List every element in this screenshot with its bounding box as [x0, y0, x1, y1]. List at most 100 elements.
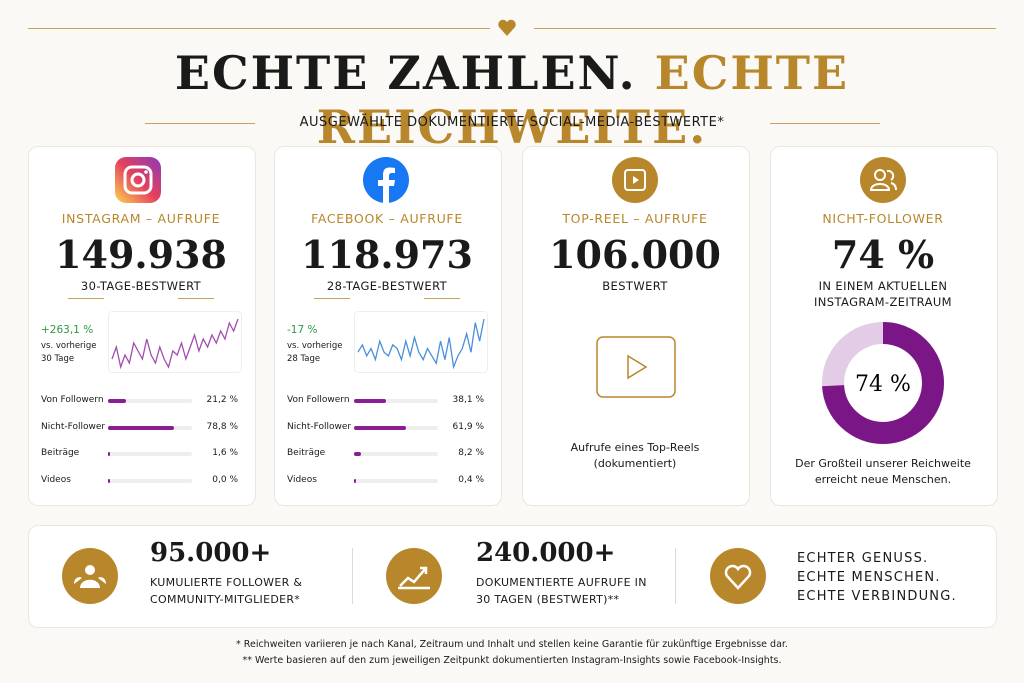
card-description: Aufrufe eines Top-Reels (dokumentiert) — [570, 441, 700, 470]
card-icon — [860, 157, 906, 203]
bar — [108, 425, 175, 430]
icon-bg — [62, 548, 118, 604]
bar — [108, 452, 110, 456]
bar — [108, 478, 110, 483]
breakdown-value: 8,2 % — [458, 448, 484, 458]
title: ECHTE ZAHLEN. ECHTE REICHWEITE. — [0, 46, 1024, 154]
rule — [424, 298, 460, 299]
bar — [354, 425, 406, 430]
title-part: ECHTE ZAHLEN. — [174, 46, 637, 100]
breakdown-name: Nicht-Follower — [41, 421, 106, 432]
icon-line — [633, 176, 639, 184]
card-caption: IN EINEM AKTUELLEN INSTAGRAM-ZEITRAUM — [814, 279, 952, 309]
bar-track — [354, 452, 438, 456]
icon-line — [874, 169, 886, 181]
motto-line: ECHTE MENSCHEN. — [797, 570, 941, 585]
breakdown-name: Videos — [287, 474, 317, 485]
bar — [354, 478, 356, 483]
icon-dot — [144, 170, 148, 174]
breakdown-name: Nicht-Follower — [287, 421, 352, 432]
change-note: vs. vorherige 30 Tage — [41, 341, 97, 364]
card-value: 149.938 — [55, 232, 227, 277]
stat-icon — [62, 548, 118, 604]
motto-line: ECHTE VERBINDUNG. — [797, 589, 957, 604]
stats-panel — [28, 525, 997, 628]
heart-icon — [710, 548, 766, 604]
card-value: 74 % — [831, 232, 935, 277]
breakdown-value: 78,8 % — [206, 421, 238, 432]
card-label: NICHT-FOLLOWER — [822, 211, 944, 226]
card-label: INSTAGRAM – AUFRUFE — [61, 211, 221, 226]
icon-bg — [386, 548, 442, 604]
donut: 74 % — [822, 322, 944, 444]
donut-arc — [822, 322, 944, 444]
stat-text: KUMULIERTE FOLLOWER & COMMUNITY-MITGLIED… — [150, 576, 303, 606]
breakdown-name: Von Followern — [287, 395, 350, 405]
rule — [534, 28, 996, 29]
bar-track — [108, 452, 192, 456]
card-label: TOP-REEL – AUFRUFE — [562, 211, 708, 226]
change: +263,1 % — [41, 324, 94, 336]
change-note: vs. vorherige 28 Tage — [287, 341, 343, 364]
icon-line — [869, 169, 897, 191]
footnote: * Reichweiten variieren je nach Kanal, Z… — [236, 639, 788, 650]
facebook-icon — [363, 157, 409, 203]
sparkline-frame — [108, 311, 242, 373]
breakdown-value: 0,4 % — [458, 474, 484, 485]
breakdown-value: 61,9 % — [452, 421, 484, 432]
card-label: FACEBOOK – AUFRUFE — [311, 211, 463, 226]
rule — [314, 298, 350, 299]
rule — [178, 298, 214, 299]
icon-line — [130, 172, 146, 188]
bar — [354, 452, 361, 456]
instagram-icon — [115, 157, 161, 203]
change: -17 % — [287, 324, 318, 336]
bar-track — [108, 399, 192, 403]
icon-line — [85, 565, 95, 575]
sparkline-line — [357, 318, 485, 370]
stat-text: DOKUMENTIERTE AUFRUFE IN 30 TAGEN (BESTW… — [476, 576, 647, 606]
subtitle: AUSGEWÄHLTE DOKUMENTIERTE SOCIAL-MEDIA-B… — [299, 115, 725, 130]
breakdown-name: Videos — [41, 474, 71, 485]
rule — [68, 298, 104, 299]
breakdown-value: 21,2 % — [206, 395, 238, 405]
rule — [28, 28, 490, 29]
breakdown-value: 38,1 % — [452, 395, 484, 405]
breakdown-name: Beiträge — [41, 448, 80, 458]
card-icon — [612, 157, 658, 203]
card — [522, 146, 750, 506]
breakdown-value: 1,6 % — [212, 448, 238, 458]
breakdown-name: Von Followern — [41, 395, 104, 405]
bar — [108, 399, 126, 403]
stat-value: 95.000+ — [150, 538, 272, 568]
bar-track — [108, 478, 192, 483]
sparkline — [354, 311, 488, 373]
card-value: 106.000 — [549, 232, 721, 277]
card-description: Der Großteil unserer Reichweite erreicht… — [795, 457, 971, 486]
play-icon — [596, 336, 676, 398]
bar-track — [354, 478, 438, 483]
card-value: 118.973 — [301, 232, 473, 277]
title-part: ECHTE REICHWEITE. — [316, 46, 850, 154]
donut-label: 74 % — [855, 372, 911, 397]
footnote: ** Werte basieren auf den zum jeweiligen… — [242, 655, 782, 666]
bar — [354, 399, 386, 403]
breakdown-name: Beiträge — [287, 448, 326, 458]
card-caption: 30-TAGE-BESTWERT — [80, 279, 202, 293]
icon-line — [123, 165, 153, 195]
icon-bg — [710, 548, 766, 604]
bar-track — [354, 399, 438, 403]
card-caption: 28-TAGE-BESTWERT — [326, 279, 448, 293]
sparkline — [108, 311, 242, 373]
motto-line: ECHTER GENUSS. — [797, 551, 929, 566]
breakdown-value: 0,0 % — [212, 474, 238, 485]
sparkline-line — [111, 318, 239, 370]
icon-line — [724, 564, 752, 590]
icon-line — [398, 566, 430, 590]
icon-bg — [115, 157, 161, 203]
sparkline-frame — [354, 311, 488, 373]
play-triangle — [627, 354, 648, 380]
heart-icon — [498, 19, 516, 36]
card-caption: BESTWERT — [602, 279, 668, 293]
stat-icon — [386, 548, 442, 604]
